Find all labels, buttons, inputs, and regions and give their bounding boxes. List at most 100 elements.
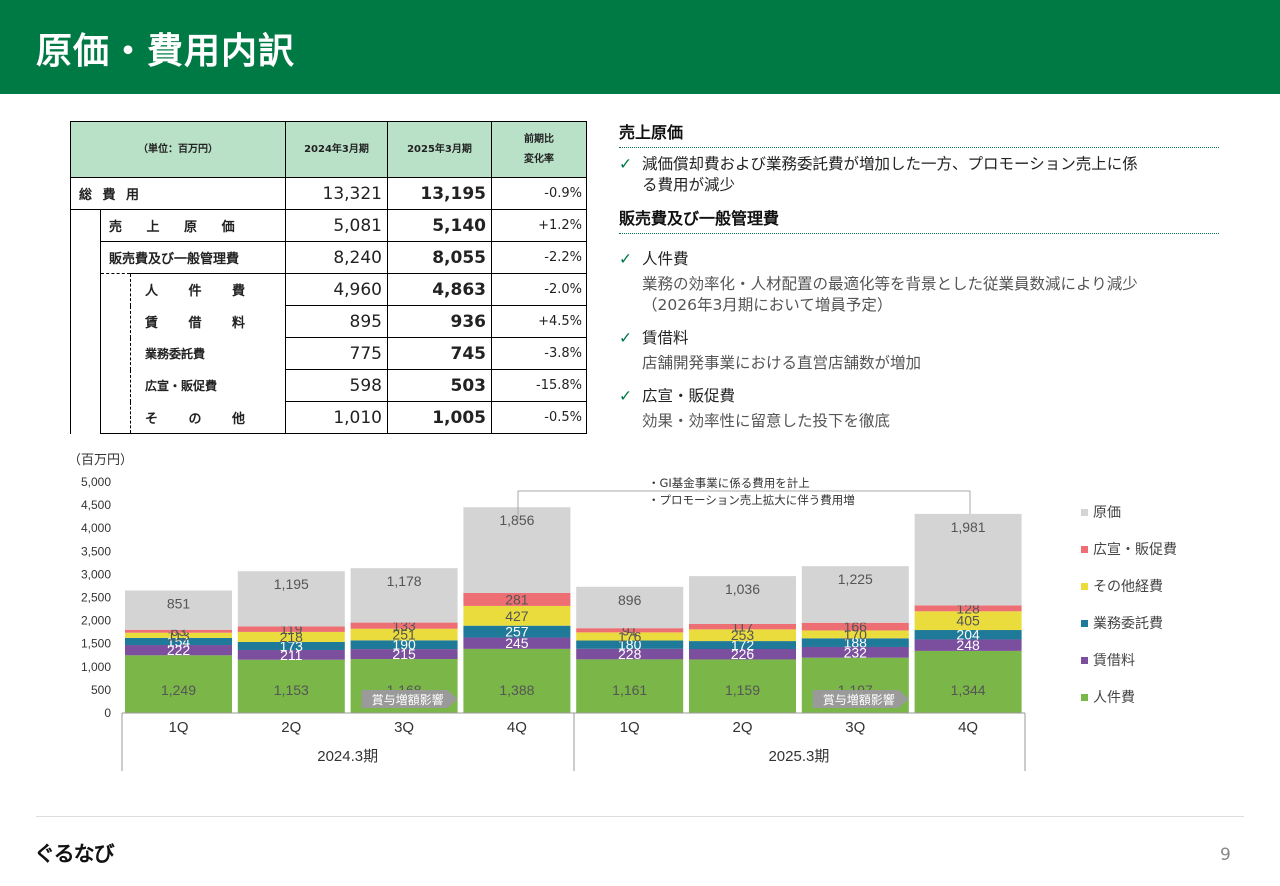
legend-label: その他経費 — [1093, 579, 1163, 595]
header-fy2024: 2024年3月期 — [285, 121, 388, 178]
bar-segment — [914, 639, 1022, 651]
data-label: 1,195 — [274, 576, 309, 592]
table-row: 賃 借 料 895 936 +4.5% — [71, 305, 587, 338]
bar-segment — [237, 659, 345, 713]
note-heading: 人件費 — [642, 250, 689, 268]
data-label: 253 — [731, 627, 755, 643]
x-tick-label: 2Q — [732, 719, 752, 736]
data-label: 176 — [618, 628, 642, 644]
bar-segment — [576, 659, 684, 713]
bar-segment — [914, 611, 1022, 631]
bar-segment — [237, 649, 345, 660]
bar-segment — [463, 637, 571, 649]
data-label: 1,036 — [725, 581, 760, 597]
value-change: -2.0% — [491, 273, 587, 306]
indent-cell — [100, 273, 131, 434]
data-label: 427 — [505, 608, 529, 624]
row-label: そ の 他 — [130, 401, 286, 434]
value-fy2024: 13,321 — [285, 177, 388, 210]
data-label: 1,153 — [274, 682, 309, 698]
note-item: ✓ 広宣・販促費 — [619, 386, 1219, 407]
callout-text: ・プロモーション売上拡大に伴う費用増 — [648, 493, 855, 507]
bar-segment — [125, 655, 232, 713]
bar-segment — [237, 571, 345, 627]
y-tick-label: 5,000 — [81, 475, 111, 489]
y-tick-label: 0 — [104, 706, 111, 720]
bar-segment — [914, 650, 1022, 713]
bar-segment — [576, 628, 684, 633]
row-label: 売 上 原 価 — [100, 209, 286, 242]
row-label: 販売費及び一般管理費 — [100, 241, 286, 274]
bar-segment — [576, 640, 684, 649]
data-label: 1,344 — [951, 682, 986, 698]
data-label: 1,388 — [499, 682, 534, 698]
table-row: 広宣・販促費 598 503 -15.8% — [71, 369, 587, 402]
legend-label: 広宣・販促費 — [1093, 542, 1177, 558]
commentary-panel: 売上原価 ✓ 減価償却費および業務委託費が増加した一方、プロモーション売上に係 … — [619, 119, 1219, 432]
note-item: る費用が減少 — [619, 175, 1219, 196]
value-fy2025: 503 — [387, 369, 492, 402]
legend-label: 業務委託費 — [1093, 616, 1163, 632]
note-text: 減価償却費および業務委託費が増加した一方、プロモーション売上に係 — [642, 155, 1138, 173]
x-tick-label: 4Q — [507, 719, 527, 736]
data-label: 281 — [505, 591, 529, 607]
legend-swatch — [1081, 546, 1088, 553]
header-unit: （単位：百万円） — [70, 121, 286, 178]
bar-segment — [689, 623, 796, 630]
note-heading: 賃借料 — [642, 329, 689, 347]
check-icon: ✓ — [619, 329, 632, 347]
bar-segment — [125, 645, 232, 656]
data-label: 215 — [392, 646, 416, 662]
bar-segment — [914, 605, 1022, 612]
bonus-label: 賞与増額影響 — [372, 692, 444, 707]
bar-segment — [237, 641, 345, 650]
legend-swatch — [1081, 620, 1088, 627]
data-label: 218 — [280, 629, 304, 645]
bar-segment — [689, 649, 796, 660]
note-item: ✓ 減価償却費および業務委託費が増加した一方、プロモーション売上に係 — [619, 154, 1219, 175]
bar-segment — [801, 566, 909, 623]
value-fy2025: 1,005 — [387, 401, 492, 434]
data-label: 226 — [731, 646, 755, 662]
value-fy2025: 4,863 — [387, 273, 492, 306]
table-row: 総 費 用 13,321 13,195 -0.9% — [70, 177, 587, 210]
bar-segment — [801, 638, 909, 647]
data-label: 251 — [392, 627, 416, 643]
data-label: 228 — [618, 646, 642, 662]
callout-text: ・GI基金事業に係る費用を計上 — [648, 476, 810, 490]
note-item: ✓ 賃借料 — [619, 328, 1219, 349]
page-title: 原価・費用内訳 — [36, 31, 296, 72]
x-tick-label: 4Q — [958, 719, 978, 736]
value-fy2024: 4,960 — [285, 273, 388, 306]
value-fy2025: 745 — [387, 337, 492, 370]
table-row: そ の 他 1,010 1,005 -0.5% — [71, 401, 587, 434]
bar-segment — [463, 605, 571, 626]
section-title-cogs: 売上原価 — [619, 119, 1219, 148]
value-fy2024: 1,010 — [285, 401, 388, 434]
data-label: 257 — [505, 624, 529, 640]
table-row: 販売費及び一般管理費 8,240 8,055 -2.2% — [71, 241, 587, 274]
page-number: 9 — [1220, 845, 1231, 865]
legend-swatch — [1081, 509, 1088, 516]
y-tick-label: 3,500 — [81, 544, 111, 558]
note-detail: 効果・効率性に留意した投下を徹底 — [642, 412, 891, 430]
row-label: 業務委託費 — [130, 337, 286, 370]
section-title-sga: 販売費及び一般管理費 — [619, 205, 1219, 234]
cost-stacked-bar-chart: （百万円） 5,000 4,500 4,000 3,500 3,000 2,500 2,000… — [68, 453, 1177, 771]
data-label: 245 — [505, 635, 529, 651]
data-label: 1,225 — [838, 571, 873, 587]
data-label: 1,161 — [612, 682, 647, 698]
note-detail: （2026年3月期において増員予定） — [642, 296, 893, 314]
data-label: 204 — [956, 627, 980, 643]
bar-segment — [350, 649, 458, 660]
row-label: 総 費 用 — [70, 177, 286, 210]
value-change: +1.2% — [491, 209, 587, 242]
value-change: -2.2% — [491, 241, 587, 274]
bar-segment — [350, 640, 458, 650]
bar-segment — [463, 625, 571, 638]
bar-segment — [914, 630, 1022, 640]
indent-cell — [70, 209, 101, 434]
callout-bracket — [517, 490, 971, 522]
footer-divider — [36, 816, 1244, 817]
bonus-arrow — [812, 690, 909, 708]
